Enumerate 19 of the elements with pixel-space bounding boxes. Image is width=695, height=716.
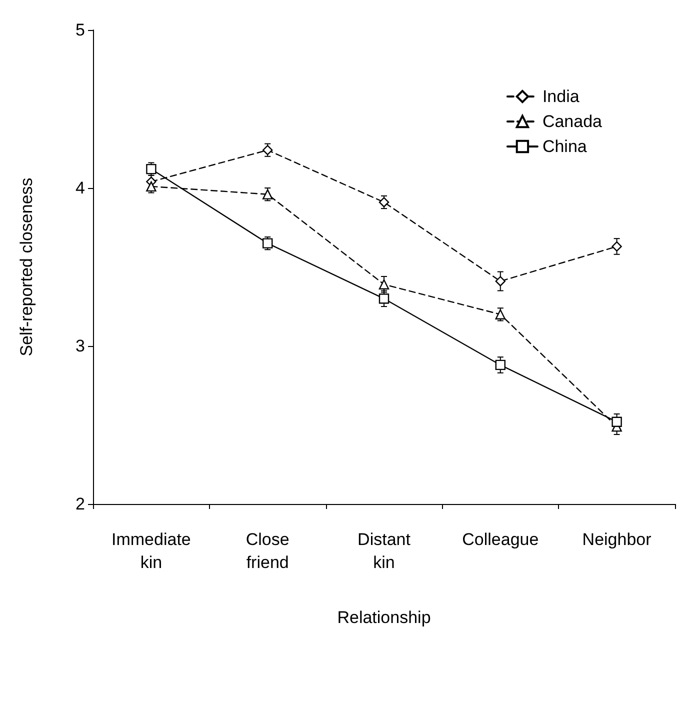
y-axis-title: Self-reported closeness [17,178,36,356]
x-tick-label: Distant kin [358,530,411,572]
y-tick-label: 3 [76,336,85,356]
x-tick-label: Immediate kin [112,530,191,572]
y-tick-label: 2 [76,494,85,514]
point [495,360,506,370]
x-tick-label: Close friend [246,530,290,572]
x-tick-label: Neighbor [582,530,652,549]
point [495,276,506,286]
point [612,241,622,252]
y-tick-label: 5 [76,20,85,40]
legend-label: China [542,137,588,156]
y-tick-label: 4 [76,178,85,198]
x-tick-label: Colleague [462,530,539,549]
x-axis-title: Relationship [337,608,431,627]
point [262,238,273,248]
point [612,416,622,427]
legend-label: Canada [542,112,603,131]
legend-label: India [542,87,580,106]
